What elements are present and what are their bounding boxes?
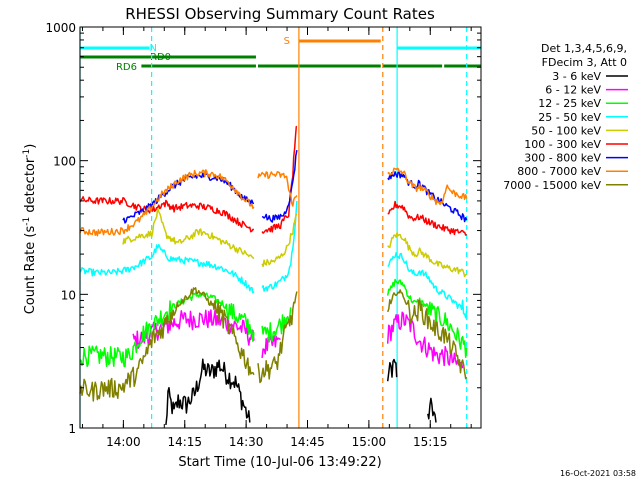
series-line xyxy=(387,167,468,206)
x-tick-label: 15:15 xyxy=(413,435,448,449)
series-line xyxy=(122,206,255,260)
series-line xyxy=(387,200,468,236)
flag-label: N xyxy=(150,43,157,54)
y-axis-label-part: ) xyxy=(23,144,38,149)
y-axis-label-part: detector xyxy=(23,157,38,217)
y-tick-label: 1000 xyxy=(45,21,76,35)
x-tick-label: 15:00 xyxy=(352,435,387,449)
y-axis-label-exponent: -1 xyxy=(22,217,32,226)
series-line xyxy=(261,149,298,223)
series-line xyxy=(386,311,464,369)
legend-header: FDecim 3, Att 0 xyxy=(542,56,627,69)
series-line xyxy=(427,397,437,423)
series-line xyxy=(79,292,255,368)
legend-label: 300 - 800 keV xyxy=(524,152,601,165)
series-lines xyxy=(79,125,468,425)
series-line xyxy=(79,287,255,402)
series-line xyxy=(386,278,468,359)
series-line xyxy=(261,125,298,234)
series-line xyxy=(257,171,298,207)
series-line xyxy=(387,252,468,319)
series-line xyxy=(79,243,255,294)
y-axis-label: Count Rate (s-1 detector-1) xyxy=(22,144,38,315)
legend-label: 800 - 7000 keV xyxy=(517,165,601,178)
timestamp: 16-Oct-2021 03:58 xyxy=(560,469,636,478)
legend: Det 1,3,4,5,6,9,FDecim 3, Att 03 - 6 keV… xyxy=(503,42,628,192)
chart-title: RHESSI Observing Summary Count Rates xyxy=(125,5,435,23)
flag-label: RD0 xyxy=(150,52,171,63)
legend-label: 12 - 25 keV xyxy=(538,97,601,110)
x-tick-label: 14:15 xyxy=(167,435,202,449)
legend-label: 50 - 100 keV xyxy=(531,124,601,137)
series-line xyxy=(79,169,255,237)
y-tick-label: 10 xyxy=(61,288,76,302)
series-line xyxy=(386,289,468,380)
legend-label: 25 - 50 keV xyxy=(538,111,601,124)
flag-label: S xyxy=(284,36,290,47)
x-tick-label: 14:30 xyxy=(229,435,264,449)
series-line xyxy=(165,358,251,425)
legend-header: Det 1,3,4,5,6,9, xyxy=(541,42,627,55)
series-line xyxy=(386,358,398,382)
flag-label: RD6 xyxy=(116,62,137,73)
x-tick-label: 14:45 xyxy=(290,435,325,449)
series-line xyxy=(387,231,467,278)
series-line xyxy=(257,291,298,384)
y-axis-label-exponent: -1 xyxy=(22,149,32,158)
legend-label: 100 - 300 keV xyxy=(524,138,601,151)
series-line xyxy=(387,170,468,223)
x-tick-label: 14:00 xyxy=(106,435,141,449)
axes: 14:00 14:15 14:30 14:45 15:00 15:15 1 10 100 1000 xyxy=(45,21,482,449)
series-line xyxy=(261,200,298,292)
series-line xyxy=(261,213,298,268)
series-line xyxy=(132,309,255,350)
y-tick-label: 100 xyxy=(53,155,76,169)
y-axis-label-part: Count Rate (s xyxy=(23,226,38,315)
x-axis-label: Start Time (10-Jul-06 13:49:22) xyxy=(178,455,381,470)
legend-label: 3 - 6 keV xyxy=(552,70,601,83)
legend-label: 6 - 12 keV xyxy=(545,84,601,97)
y-tick-label: 1 xyxy=(68,422,76,436)
series-line xyxy=(79,196,255,233)
legend-label: 7000 - 15000 keV xyxy=(503,179,601,192)
plot-frame xyxy=(79,26,482,429)
